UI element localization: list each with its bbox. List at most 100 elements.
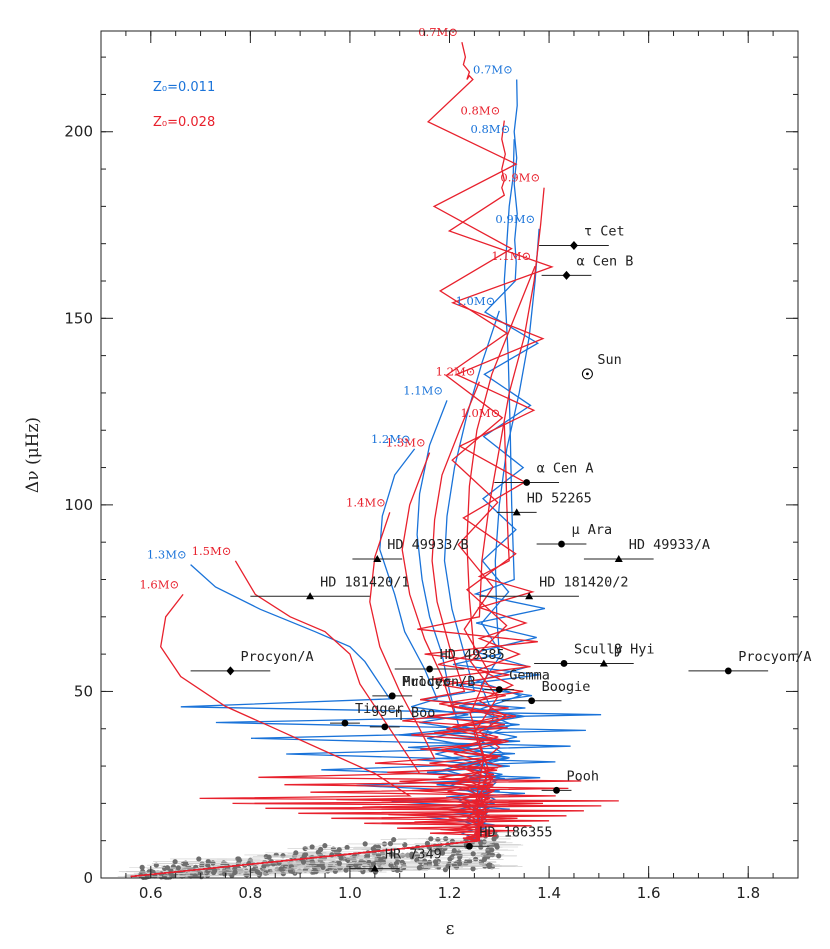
- star-label: Gemma: [509, 668, 550, 684]
- cloud-point: [451, 862, 457, 868]
- cloud-point: [319, 861, 325, 867]
- sun-marker-dot: [586, 372, 589, 376]
- star-label: Sun: [597, 352, 621, 368]
- cloud-point: [366, 859, 372, 865]
- cloud-point: [381, 841, 388, 847]
- track-label: 1.1M⊙: [403, 383, 443, 397]
- track-line: [130, 42, 518, 878]
- star-label: Procyon/A: [738, 649, 811, 665]
- track-line: [130, 594, 619, 878]
- x-tick-label: 0.6: [139, 884, 163, 902]
- cloud-point: [457, 860, 463, 867]
- star-label: Mulder: [402, 674, 451, 690]
- star-marker: [370, 864, 379, 872]
- track-label: 1.4M⊙: [346, 495, 386, 509]
- star-marker: [388, 692, 396, 700]
- y-tick-label: 0: [83, 869, 93, 887]
- cloud-point: [393, 860, 400, 867]
- cloud-point: [489, 847, 495, 853]
- cloud-point: [196, 856, 202, 862]
- cloud-point: [287, 868, 294, 874]
- cloud-point: [439, 850, 446, 856]
- star-label: HD 181420/2: [539, 574, 628, 590]
- star-label: HD 186355: [479, 824, 552, 840]
- cloud-point: [212, 868, 218, 874]
- cloud-point: [280, 870, 286, 877]
- cloud-point: [364, 853, 371, 859]
- star-label: Scully: [574, 641, 623, 657]
- cloud-point: [322, 843, 328, 849]
- cloud-point: [424, 840, 431, 846]
- star-label: HD 49933/B: [387, 537, 468, 553]
- star-marker: [512, 508, 521, 516]
- track-label: 1.2M⊙: [436, 365, 476, 379]
- track-label: 1.0M⊙: [461, 406, 501, 420]
- cloud-point: [261, 863, 267, 869]
- red-giant-cloud: [117, 829, 524, 880]
- cloud-point: [362, 841, 368, 847]
- track-label: 1.0M⊙: [456, 294, 496, 308]
- cloud-point: [414, 857, 420, 863]
- track-line: [130, 452, 508, 878]
- cloud-point: [387, 841, 394, 847]
- y-tick-label: 50: [74, 682, 93, 700]
- track-line: [130, 512, 499, 878]
- star-label: Procyon/B: [402, 674, 475, 690]
- cloud-point: [353, 862, 359, 868]
- cloud-point: [496, 853, 502, 859]
- star-label: HR 7349: [385, 847, 442, 863]
- track-label: 1.1M⊙: [491, 249, 531, 263]
- cloud-point: [267, 868, 273, 874]
- cloud-point: [164, 865, 171, 871]
- track-labels: 0.7M⊙0.8M⊙0.9M⊙1.0M⊙1.1M⊙1.2M⊙1.3M⊙0.7M⊙…: [139, 25, 540, 591]
- star-label: HD 181420/1: [320, 574, 409, 590]
- track-label: 1.3M⊙: [147, 548, 187, 562]
- cloud-point: [205, 868, 211, 874]
- cloud-point: [193, 864, 199, 870]
- star-marker: [426, 665, 433, 673]
- track-label: 0.8M⊙: [471, 122, 511, 136]
- cloud-point: [348, 862, 354, 868]
- cloud-point: [288, 863, 294, 870]
- cloud-point: [254, 869, 260, 875]
- cloud-point: [236, 856, 242, 862]
- legend-red-entry: Z₀=0.028: [153, 115, 215, 130]
- star-marker: [341, 719, 349, 727]
- legend-blue-entry: Z₀=0.011: [153, 80, 215, 95]
- star-label: HD 49933/A: [629, 537, 710, 553]
- cloud-point: [388, 851, 395, 857]
- cloud-point: [344, 857, 351, 863]
- cloud-point: [313, 869, 319, 875]
- cloud-point: [409, 854, 415, 860]
- track-label: 0.9M⊙: [495, 212, 535, 226]
- cloud-point: [416, 865, 422, 871]
- star-marker: [373, 554, 382, 562]
- x-axis-title: ε: [446, 919, 455, 939]
- star-marker: [599, 659, 608, 667]
- star-label: τ Cet: [584, 224, 625, 240]
- cloud-point: [336, 847, 342, 853]
- cloud-point: [470, 851, 476, 857]
- cloud-point: [388, 862, 394, 868]
- cloud-point: [192, 873, 198, 879]
- cloud-point: [428, 836, 434, 842]
- star-label: HD 52265: [527, 490, 592, 506]
- cloud-point: [338, 855, 344, 861]
- cloud-point: [470, 866, 476, 872]
- track-label: 1.5M⊙: [192, 544, 232, 558]
- cloud-point: [182, 860, 189, 867]
- track-label: 0.7M⊙: [418, 25, 458, 39]
- cloud-point: [378, 857, 384, 863]
- cloud-point: [175, 865, 181, 871]
- sun-marker: [581, 368, 593, 380]
- track-label: 1.2M⊙: [371, 432, 411, 446]
- y-tick-label: 100: [64, 496, 93, 514]
- star-marker: [560, 660, 568, 667]
- cloud-point: [300, 859, 307, 865]
- star-marker: [558, 540, 565, 548]
- star-marker: [495, 686, 503, 693]
- track-line: [130, 187, 545, 878]
- cloud-point: [278, 866, 284, 872]
- cloud-point: [494, 844, 500, 850]
